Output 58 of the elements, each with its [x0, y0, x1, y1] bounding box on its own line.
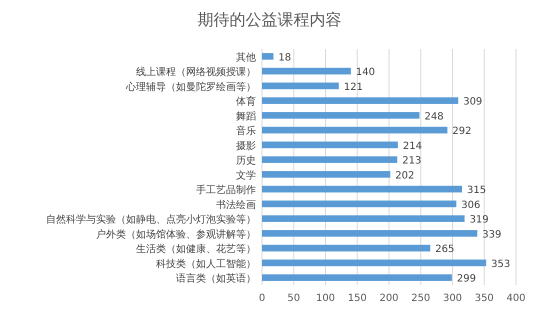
- x-tick-label: 150: [348, 293, 367, 304]
- data-label: 121: [344, 82, 363, 93]
- bar: [262, 82, 339, 90]
- data-label: 339: [482, 229, 502, 240]
- bar: [262, 200, 456, 208]
- bar: [262, 260, 486, 266]
- y-tick-label: 生活类（如健康、花艺等）: [136, 243, 256, 256]
- bar: [262, 126, 448, 134]
- x-tick-label: 200: [379, 293, 399, 304]
- bar: [262, 68, 351, 74]
- bar: [262, 97, 458, 104]
- y-tick-label: 体育: [236, 96, 256, 108]
- data-label: 213: [402, 156, 422, 167]
- y-tick-label: 手工艺品制作: [196, 184, 256, 196]
- x-tick-label: 300: [442, 293, 462, 304]
- y-tick-label: 其他: [236, 51, 256, 64]
- bar: [262, 230, 478, 237]
- data-label: 292: [452, 126, 472, 138]
- x-tick-label: 50: [287, 293, 300, 304]
- bar: [262, 186, 462, 192]
- y-tick-label: 自然科学与实验（如静电、点亮小灯泡实验等）: [46, 214, 256, 226]
- bar: [262, 53, 274, 60]
- x-tick-label: 350: [474, 293, 494, 304]
- y-tick-label: 科技类（如人工智能）: [156, 258, 256, 270]
- data-label: 214: [402, 140, 422, 152]
- y-tick-label: 历史: [236, 154, 256, 167]
- data-label: 309: [463, 96, 482, 108]
- data-label: 319: [470, 214, 489, 226]
- bar: [262, 171, 390, 178]
- y-tick-label: 书法绘画: [216, 198, 256, 211]
- data-label: 265: [435, 244, 454, 256]
- data-label: 140: [356, 67, 375, 78]
- y-tick-label: 摄影: [236, 140, 256, 152]
- bar: [262, 274, 452, 281]
- x-tick-label: 250: [411, 293, 430, 304]
- bar: [262, 112, 420, 119]
- data-label: 353: [491, 258, 510, 270]
- y-tick-label: 语言类（如英语）: [176, 272, 256, 285]
- data-label: 18: [278, 52, 292, 64]
- bar: [262, 215, 465, 222]
- bar: [262, 244, 430, 252]
- y-tick-label: 音乐: [236, 125, 256, 138]
- x-tick-label: 0: [258, 293, 266, 304]
- y-tick-label: 心理辅导（如曼陀罗绘画等）: [125, 80, 256, 93]
- x-tick-label: 100: [316, 293, 336, 304]
- bar: [262, 142, 398, 148]
- data-label: 299: [456, 274, 476, 285]
- data-label: 202: [395, 170, 414, 182]
- data-label: 315: [467, 185, 486, 196]
- y-tick-label: 户外类（如场馆体验、参观讲解等）: [96, 228, 256, 240]
- chart-title: 期待的公益课程内容: [198, 10, 342, 29]
- data-label: 248: [424, 111, 444, 122]
- bar: [262, 156, 398, 163]
- y-tick-label: 线上课程（网络视频授课）: [136, 66, 256, 78]
- y-tick-label: 文学: [236, 169, 256, 182]
- y-tick-label: 舞蹈: [236, 110, 256, 122]
- data-label: 306: [461, 200, 480, 211]
- x-tick-label: 400: [506, 293, 526, 304]
